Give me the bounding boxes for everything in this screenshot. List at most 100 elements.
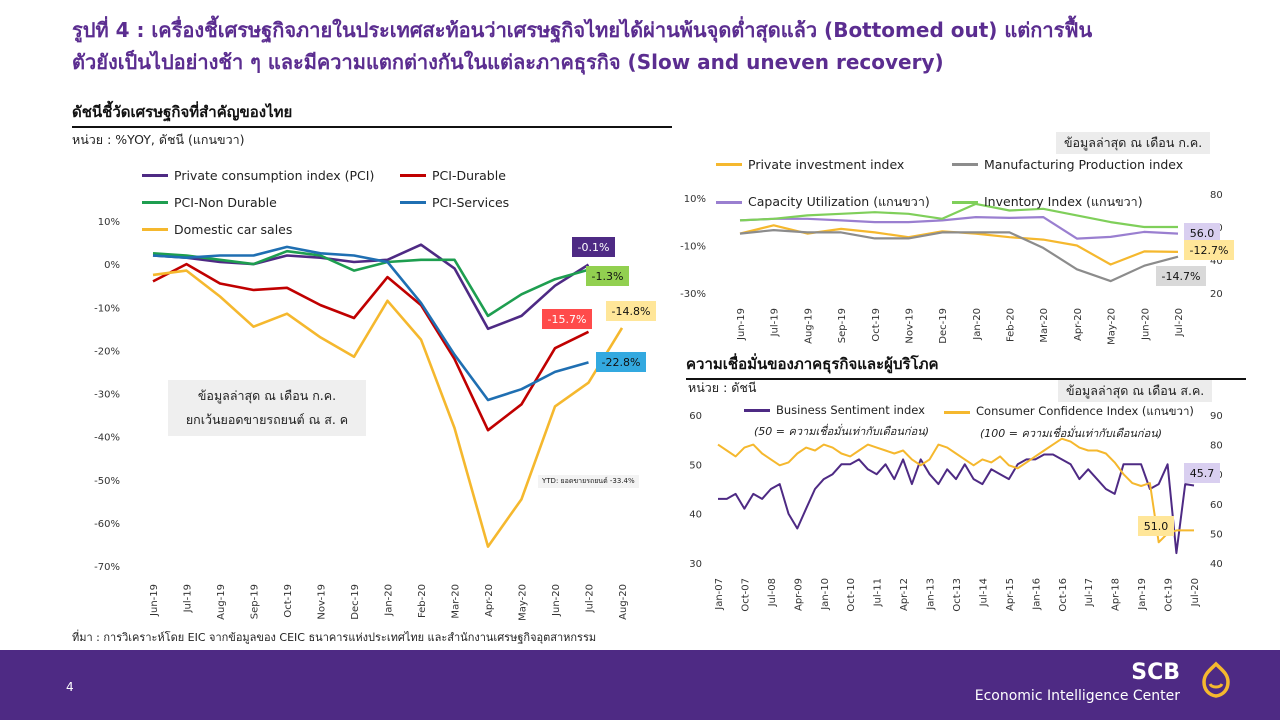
rb-x-tick: Jan-13 (926, 578, 937, 611)
rt-y-tick-left: -30% (680, 289, 706, 300)
left-series-line-3 (152, 245, 589, 402)
cci-note: (100 = ความเชื่อมั่นเท่ากับเดือนก่อน) (980, 427, 1162, 440)
left-y-tick: -50% (94, 476, 120, 487)
brand-name: SCB (1131, 660, 1180, 685)
left-note-line1: ข้อมูลล่าสุด ณ เดือน ก.ค. (197, 388, 337, 403)
rb-x-tick: Jan-16 (1031, 578, 1042, 611)
label-pci-services: -22.8% (602, 356, 641, 369)
rt-y-tick-left: -10% (680, 242, 706, 253)
rb-x-tick: Oct-19 (1164, 578, 1175, 612)
legend-label: Private investment index (748, 157, 905, 172)
legend-cci: Consumer Confidence Index (แกนขวา) (944, 403, 1194, 421)
legend-label: PCI-Services (432, 195, 510, 210)
label-pci: -0.1% (578, 241, 610, 254)
label-bsi-bg (1184, 463, 1220, 483)
legend-swatch (944, 410, 970, 414)
legend-label: Capacity Utilization (แกนขวา) (748, 194, 930, 209)
left-x-tick: Oct-19 (283, 584, 294, 618)
rt-x-tick: Jun-19 (736, 308, 747, 341)
rb-x-tick: Jan-19 (1137, 578, 1148, 611)
rt-x-tick: Jan-20 (972, 308, 983, 341)
right-bottom-section-title: ความเชื่อมั่นของภาคธุรกิจและผู้บริโภค (686, 352, 1246, 380)
rt-x-tick: Feb-20 (1006, 308, 1017, 342)
left-series-line-4 (152, 269, 624, 548)
legend-swatch (142, 228, 168, 231)
bsi-note: (50 = ความเชื่อมั่นเท่ากับเดือนก่อน) (754, 425, 930, 438)
rb-x-tick: Jul-14 (978, 578, 989, 607)
left-x-tick: Jan-20 (384, 584, 395, 617)
label-capacity: 56.0 (1190, 227, 1215, 240)
legend-swatch (716, 200, 742, 204)
left-y-tick: -30% (94, 390, 120, 401)
left-unit: หน่วย : %YOY, ดัชนี (แกนขวา) (72, 132, 245, 147)
brand-unit: Economic Intelligence Center (974, 688, 1180, 704)
rb-y-tick-left: 50 (689, 460, 702, 471)
rb-x-tick: Jul-08 (767, 578, 778, 607)
rb-x-tick: Apr-12 (899, 578, 910, 611)
legend-label: Manufacturing Production index (984, 157, 1184, 172)
label-pci-nondurable: -1.3% (592, 270, 624, 283)
legend-swatch (716, 163, 742, 166)
rb-x-tick: Apr-15 (1005, 578, 1016, 611)
rb-x-tick: Jul-11 (873, 578, 884, 607)
rt-series-line-2 (739, 216, 1179, 240)
legend-label: Business Sentiment index (776, 403, 925, 417)
legend-label: Consumer Confidence Index (แกนขวา) (976, 404, 1194, 418)
label-pci-services-bg (596, 352, 646, 372)
rb-x-tick: Oct-07 (740, 578, 751, 612)
rb-x-tick: Oct-16 (1058, 578, 1069, 612)
left-x-tick: Jul-20 (585, 584, 596, 613)
rt-x-tick: Oct-19 (871, 308, 882, 342)
rt-series-line-0 (739, 224, 1179, 266)
rb-x-tick: Jul-17 (1084, 578, 1095, 607)
label-pci-nondurable-bg (586, 266, 629, 286)
left-y-tick: -40% (94, 433, 120, 444)
legend-car-sales: Domestic car sales (142, 222, 292, 237)
left-series-line-1 (152, 262, 590, 432)
page-title-line1: รูปที่ 4 : เครื่องชี้เศรษฐกิจภายในประเทศ… (72, 18, 1093, 42)
legend-swatch (952, 200, 978, 204)
legend-private-investment: Private investment index (716, 157, 904, 172)
rt-x-tick: Sep-19 (837, 308, 848, 343)
left-y-tick: 0% (104, 260, 120, 271)
left-x-tick: Nov-19 (317, 584, 328, 620)
rt-y-tick-right: 40 (1210, 256, 1223, 267)
left-x-tick: Mar-20 (451, 584, 462, 619)
right-bottom-latest: ข้อมูลล่าสุด ณ เดือน ส.ค. (1058, 380, 1213, 402)
legend-inventory: Inventory Index (แกนขวา) (952, 192, 1143, 212)
left-y-tick: -70% (94, 562, 120, 573)
left-x-tick: May-20 (518, 584, 529, 621)
legend-manufacturing: Manufacturing Production index (952, 157, 1183, 172)
right-bottom-unit: หน่วย : ดัชนี (688, 380, 757, 395)
legend-swatch (400, 201, 426, 204)
legend-swatch (400, 174, 426, 177)
rb-x-tick: Oct-13 (952, 578, 963, 612)
rt-x-tick: Nov-19 (904, 308, 915, 344)
left-x-tick: Apr-20 (484, 584, 495, 617)
rt-x-tick: Apr-20 (1073, 308, 1084, 341)
left-y-tick: -60% (94, 519, 120, 530)
label-cci: 51.0 (1144, 520, 1169, 533)
legend-label: PCI-Durable (432, 168, 506, 183)
scb-logo-icon (1202, 661, 1230, 698)
legend-label: Inventory Index (แกนขวา) (984, 194, 1143, 209)
rb-x-tick: Jul-20 (1190, 578, 1201, 607)
label-manufacturing: -14.7% (1162, 270, 1201, 283)
label-private-investment-bg (1184, 240, 1234, 260)
left-x-tick: Jun-20 (551, 584, 562, 617)
left-series-line-0 (152, 243, 590, 331)
left-y-tick: -20% (94, 346, 120, 357)
rb-y-tick-left: 40 (689, 510, 702, 521)
label-pci-bg (572, 237, 615, 257)
rb-series-line-0 (718, 453, 1195, 555)
legend-swatch (142, 174, 168, 177)
legend-bsi: Business Sentiment index (744, 403, 925, 417)
left-y-tick: -10% (94, 303, 120, 314)
legend-pci-services: PCI-Services (400, 195, 509, 210)
label-cci-bg (1138, 516, 1174, 536)
rt-x-tick: Dec-19 (938, 308, 949, 344)
rb-y-tick-left: 60 (689, 411, 702, 422)
left-series-line-2 (152, 249, 589, 318)
rt-series-line-1 (739, 229, 1179, 283)
rt-x-tick: Aug-19 (803, 308, 814, 344)
